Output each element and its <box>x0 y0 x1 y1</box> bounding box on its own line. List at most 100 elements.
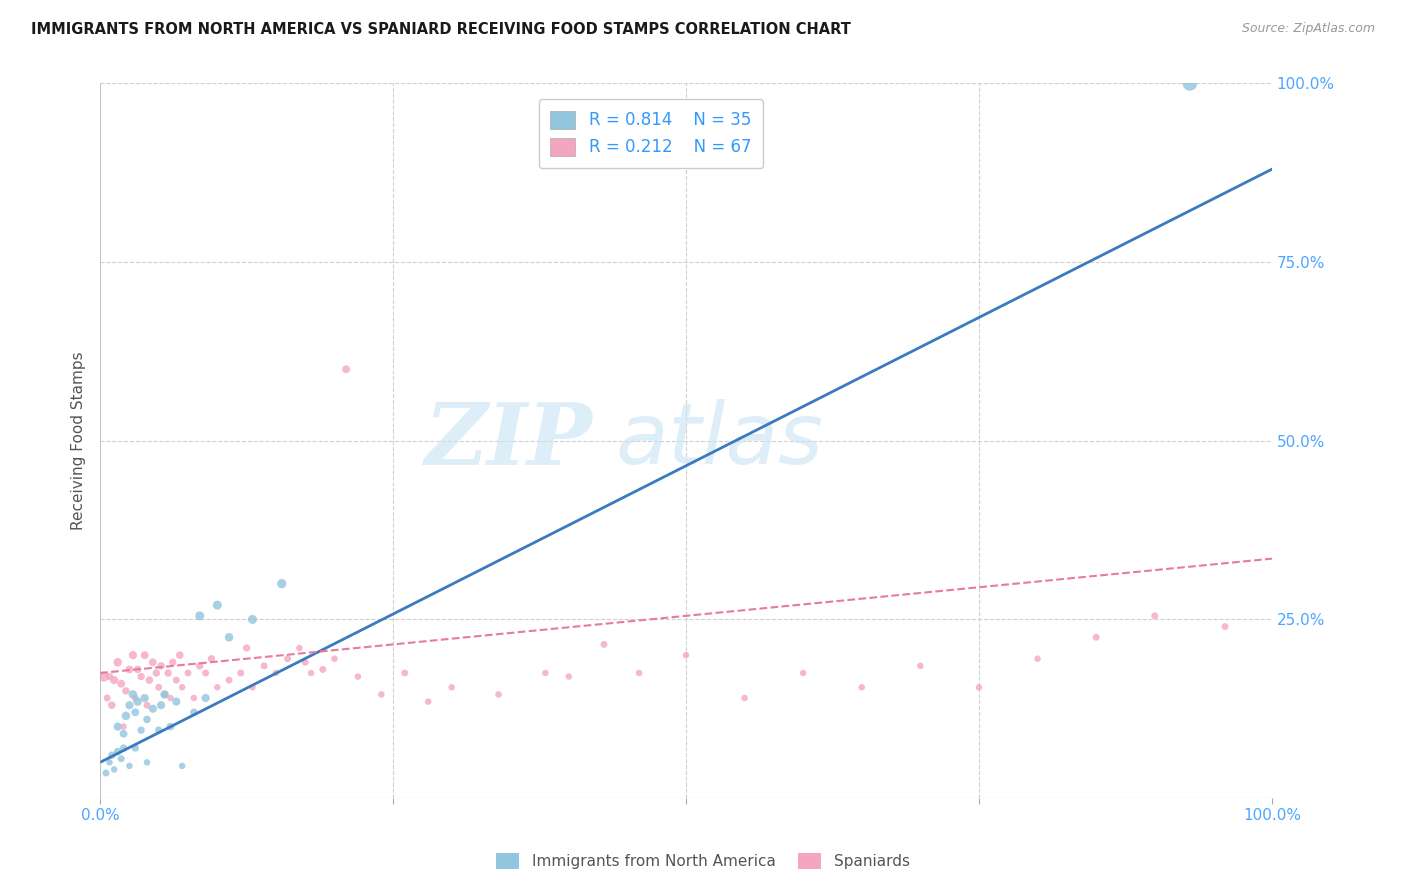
Point <box>183 691 205 706</box>
Point <box>200 651 222 665</box>
Point <box>107 720 129 734</box>
Point <box>98 669 121 683</box>
Point <box>127 662 149 676</box>
Point <box>172 759 194 773</box>
Point <box>129 723 152 738</box>
Point <box>107 745 129 759</box>
Point <box>107 655 129 669</box>
Point <box>165 695 187 709</box>
Point <box>112 741 135 756</box>
Point <box>242 681 264 695</box>
Point <box>910 658 932 673</box>
Point <box>1026 651 1049 665</box>
Text: ZIP: ZIP <box>425 399 592 483</box>
Text: Source: ZipAtlas.com: Source: ZipAtlas.com <box>1241 22 1375 36</box>
Point <box>299 665 322 680</box>
Point <box>110 752 132 766</box>
Point <box>103 763 125 777</box>
Point <box>127 695 149 709</box>
Point <box>142 655 165 669</box>
Point <box>967 681 990 695</box>
Point <box>134 691 156 706</box>
Point <box>122 688 145 702</box>
Point <box>792 665 814 680</box>
Legend: R = 0.814    N = 35, R = 0.212    N = 67: R = 0.814 N = 35, R = 0.212 N = 67 <box>538 99 763 168</box>
Text: IMMIGRANTS FROM NORTH AMERICA VS SPANIARD RECEIVING FOOD STAMPS CORRELATION CHAR: IMMIGRANTS FROM NORTH AMERICA VS SPANIAR… <box>31 22 851 37</box>
Point <box>347 669 370 683</box>
Point <box>207 598 229 612</box>
Point <box>218 673 240 688</box>
Point <box>194 665 217 680</box>
Point <box>394 665 416 680</box>
Point <box>675 648 697 662</box>
Point <box>129 669 152 683</box>
Point <box>165 673 187 688</box>
Point <box>124 741 146 756</box>
Point <box>1213 619 1236 633</box>
Point <box>150 698 173 713</box>
Point <box>323 651 346 665</box>
Point <box>150 658 173 673</box>
Point <box>734 691 756 706</box>
Point <box>183 706 205 720</box>
Point <box>593 637 616 651</box>
Point <box>124 691 146 706</box>
Point <box>101 748 124 763</box>
Point <box>118 662 141 676</box>
Point <box>115 709 138 723</box>
Point <box>157 665 180 680</box>
Point <box>235 640 257 655</box>
Point <box>370 688 392 702</box>
Point <box>264 665 287 680</box>
Point <box>159 691 181 706</box>
Point <box>162 655 184 669</box>
Point <box>188 658 211 673</box>
Legend: Immigrants from North America, Spaniards: Immigrants from North America, Spaniards <box>491 847 915 875</box>
Point <box>148 723 170 738</box>
Point <box>169 648 191 662</box>
Point <box>172 681 194 695</box>
Point <box>288 640 311 655</box>
Point <box>335 362 357 376</box>
Point <box>440 681 463 695</box>
Point <box>153 688 176 702</box>
Point <box>101 698 124 713</box>
Point <box>118 698 141 713</box>
Point <box>270 576 292 591</box>
Point <box>153 688 176 702</box>
Point <box>136 756 159 770</box>
Point <box>1143 608 1166 623</box>
Point <box>142 702 165 716</box>
Point <box>229 665 252 680</box>
Point <box>148 681 170 695</box>
Point <box>418 695 440 709</box>
Point <box>134 648 156 662</box>
Point <box>177 665 200 680</box>
Point <box>159 720 181 734</box>
Point <box>112 727 135 741</box>
Point <box>136 713 159 727</box>
Point <box>851 681 873 695</box>
Point <box>194 691 217 706</box>
Point <box>242 612 264 626</box>
Y-axis label: Receiving Food Stamps: Receiving Food Stamps <box>72 351 86 530</box>
Point <box>115 684 138 698</box>
Point <box>312 662 335 676</box>
Point <box>277 651 299 665</box>
Point <box>253 658 276 673</box>
Point <box>294 655 316 669</box>
Point <box>1178 77 1201 91</box>
Text: atlas: atlas <box>616 400 824 483</box>
Point <box>94 766 117 780</box>
Point <box>534 665 557 680</box>
Point <box>628 665 651 680</box>
Point <box>207 681 229 695</box>
Point <box>138 673 160 688</box>
Point <box>103 673 125 688</box>
Point <box>118 759 141 773</box>
Point <box>145 665 167 680</box>
Point <box>124 706 146 720</box>
Point <box>98 756 121 770</box>
Point <box>188 608 211 623</box>
Point <box>122 648 145 662</box>
